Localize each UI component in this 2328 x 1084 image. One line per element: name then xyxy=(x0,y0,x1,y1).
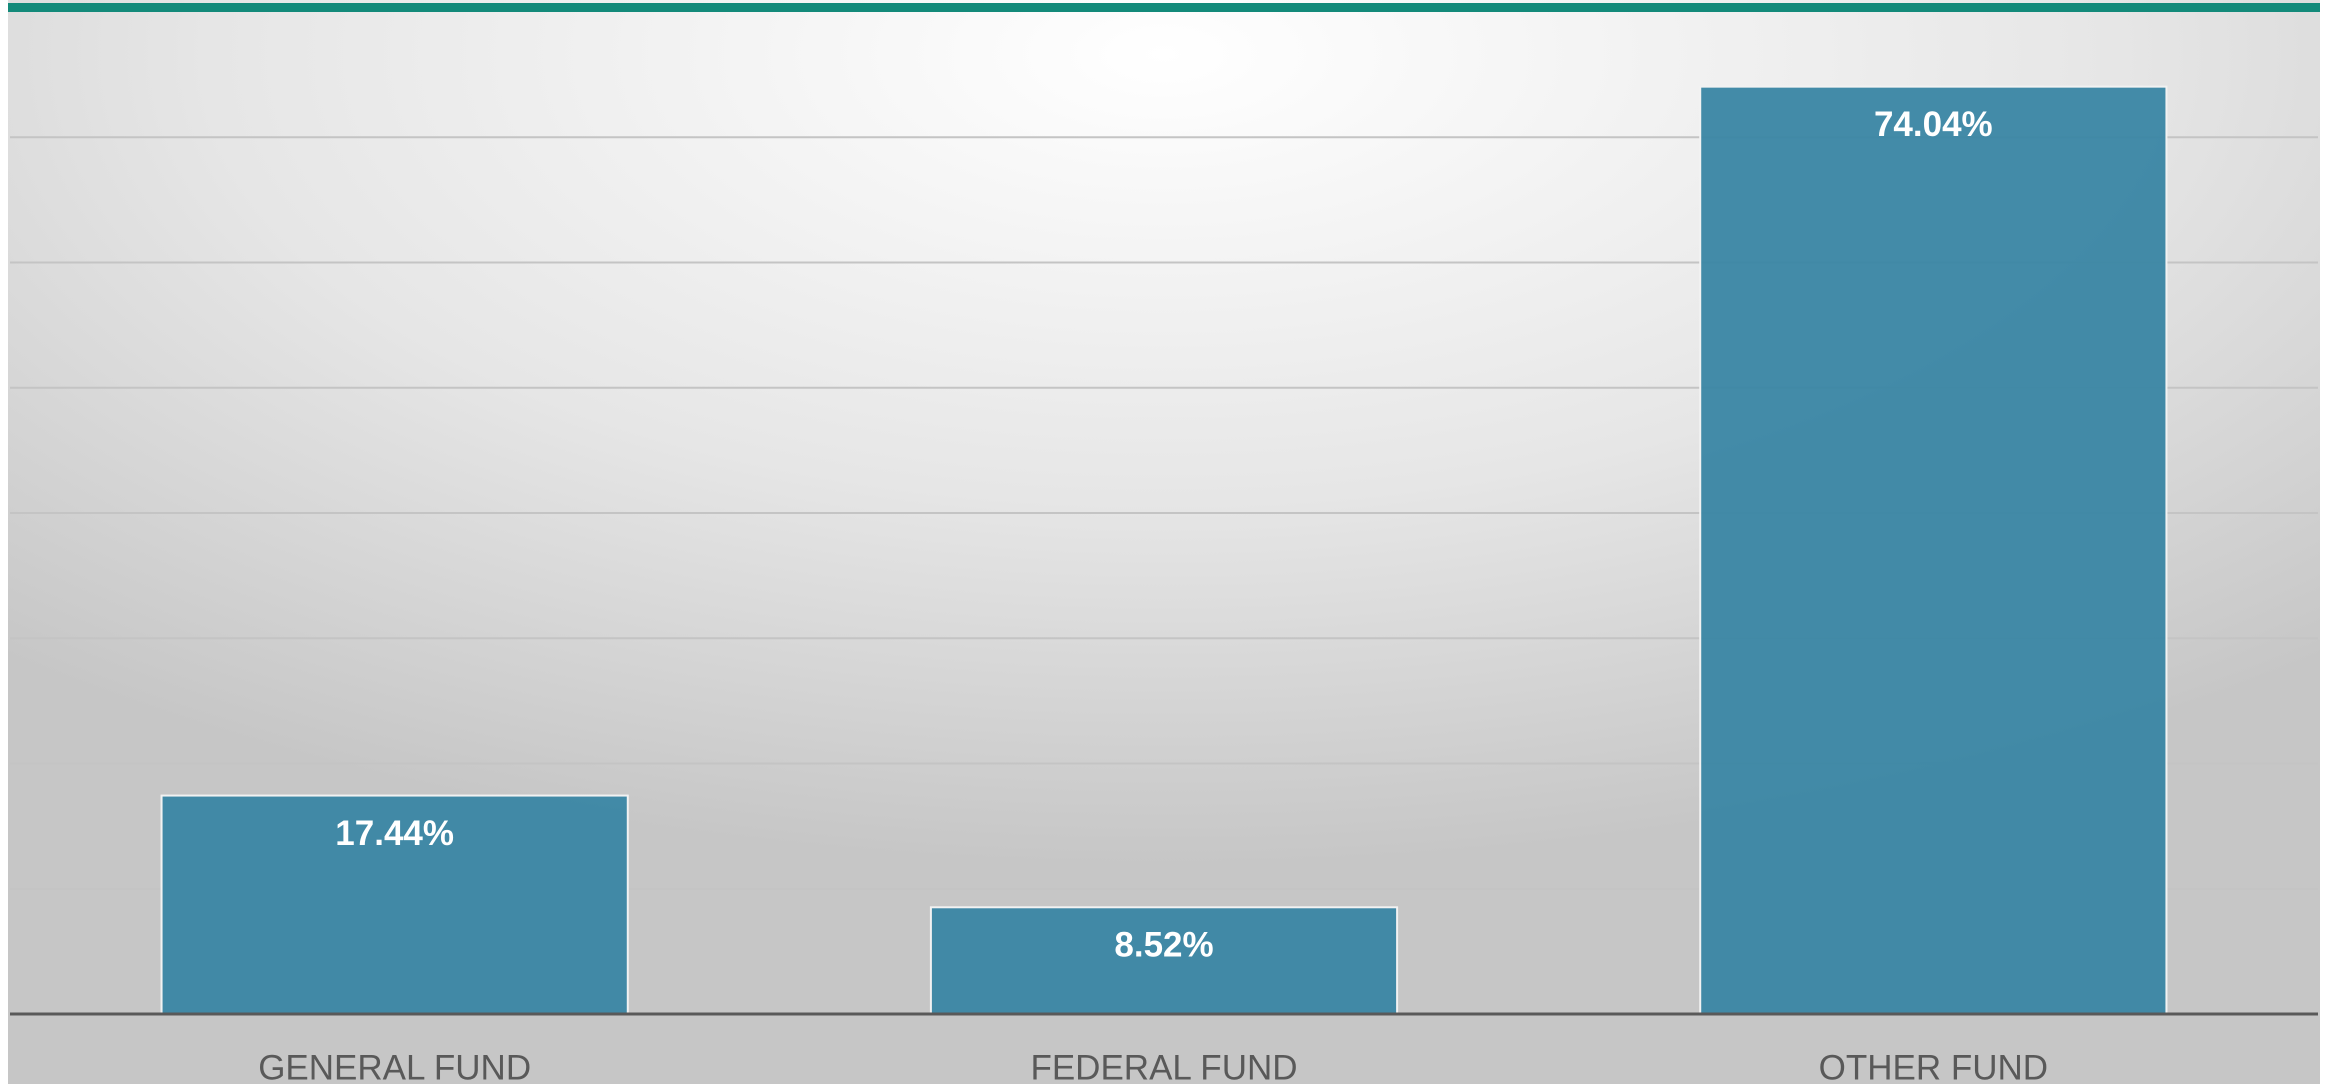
top-accent xyxy=(8,3,2320,12)
bar xyxy=(929,906,1399,1015)
data-label: 8.52% xyxy=(1114,926,1213,965)
x-tick-label: GENERAL FUND xyxy=(258,1048,531,1084)
data-label: 17.44% xyxy=(335,814,454,853)
x-tick-label: OTHER FUND xyxy=(1819,1048,2048,1084)
bar xyxy=(160,794,629,1016)
data-label: 74.04% xyxy=(1874,105,1993,144)
bar xyxy=(1699,85,2168,1016)
x-tick-label: FEDERAL FUND xyxy=(1030,1048,1297,1084)
